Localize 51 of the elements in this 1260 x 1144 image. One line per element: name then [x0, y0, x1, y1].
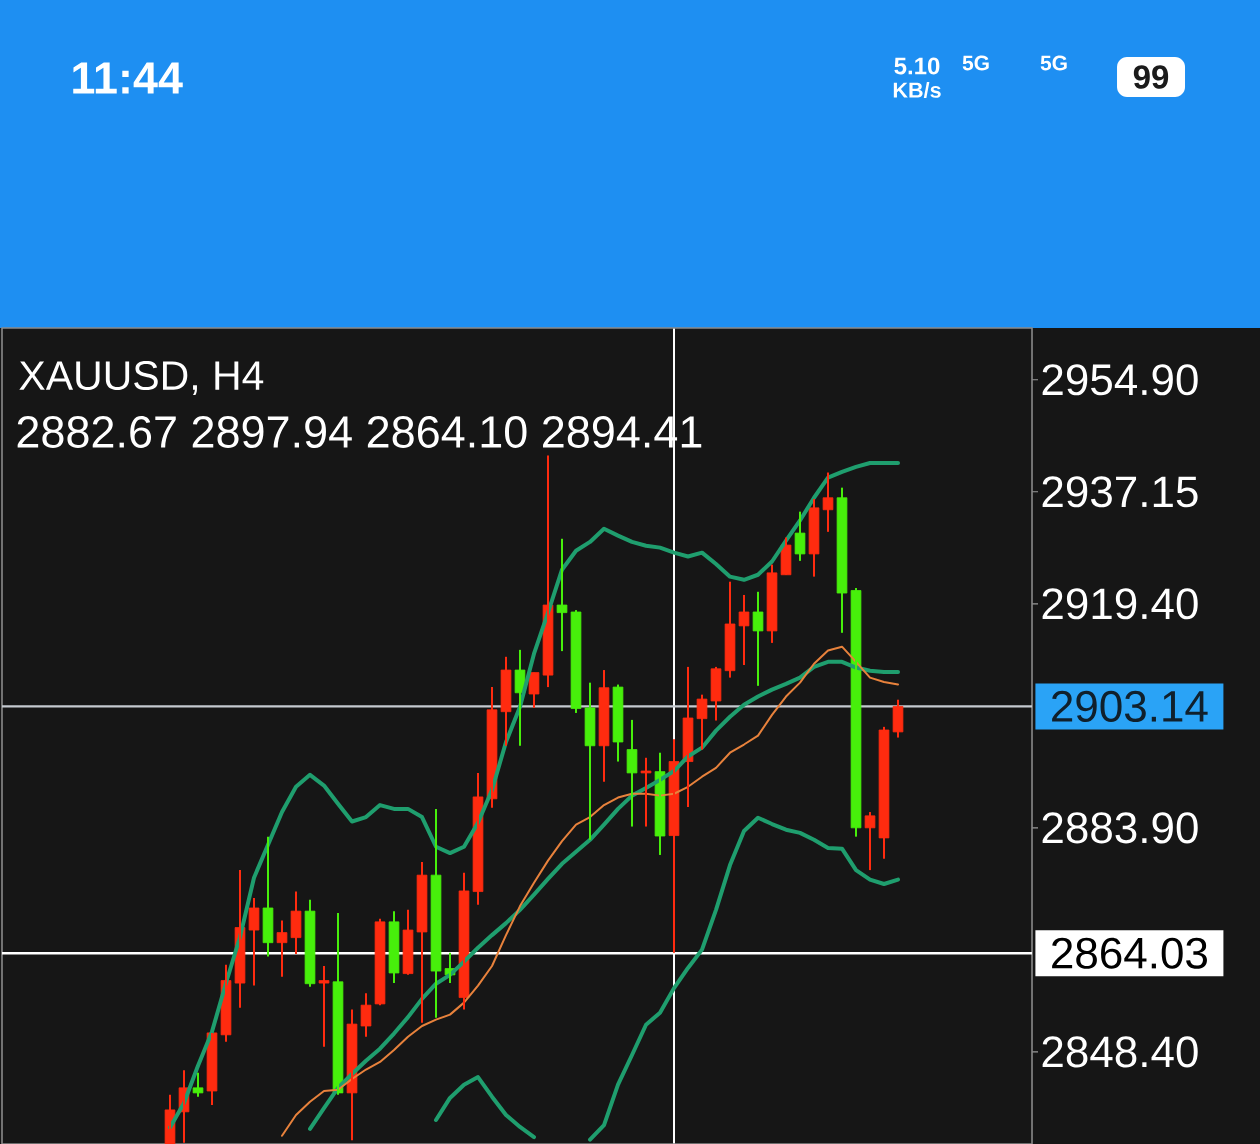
y-tick-label: 2848.40 [1042, 1036, 1198, 1068]
candlestick [304, 898, 316, 988]
candlestick [738, 593, 750, 666]
text: 5G [962, 55, 989, 71]
candlestick [388, 910, 400, 985]
candlestick [430, 807, 442, 1019]
candlestick [318, 965, 330, 1048]
candlestick [766, 563, 778, 644]
candlestick [878, 725, 890, 860]
candlestick [864, 811, 876, 872]
text: 11:44 [73, 62, 183, 94]
candlestick [710, 665, 722, 722]
candlestick [794, 510, 806, 562]
candlestick [262, 835, 274, 958]
candlestick [416, 860, 428, 1024]
text: XAUUSD, H4 [19, 361, 264, 395]
candlestick [500, 655, 512, 747]
candlestick [696, 693, 708, 751]
candlestick [570, 609, 582, 714]
candlestick [528, 671, 540, 709]
ref-line-label: 2903.14 [1052, 690, 1208, 722]
candlestick [752, 590, 764, 687]
candlestick [374, 917, 386, 1007]
candlestick [360, 992, 372, 1038]
candlestick [248, 896, 260, 987]
candlestick [808, 498, 820, 578]
candlestick [612, 683, 624, 763]
candlestick [892, 698, 904, 739]
candlestick [836, 486, 848, 634]
candlestick [402, 908, 414, 976]
candlestick [192, 1071, 204, 1098]
candlestick [640, 756, 652, 828]
y-tick-label: 2919.40 [1042, 588, 1198, 620]
candlestick [598, 669, 610, 783]
candlestick [724, 580, 736, 679]
text: 5G [1040, 55, 1067, 71]
candlestick [332, 912, 344, 1096]
candlestick [850, 587, 862, 838]
candlestick [290, 890, 302, 956]
candlestick [822, 471, 834, 533]
candlestick [584, 681, 596, 841]
candlestick [626, 718, 638, 828]
text: 99 [1133, 65, 1169, 89]
y-tick-label: 2954.90 [1042, 364, 1198, 396]
y-tick-label: 2937.15 [1042, 476, 1198, 508]
ref-line-label: 2864.03 [1052, 937, 1207, 969]
candlestick [276, 919, 288, 978]
text: 5.10 [894, 57, 940, 75]
y-tick-label: 2883.90 [1042, 812, 1198, 844]
candlestick [556, 537, 568, 653]
text: KB/s [893, 81, 941, 99]
